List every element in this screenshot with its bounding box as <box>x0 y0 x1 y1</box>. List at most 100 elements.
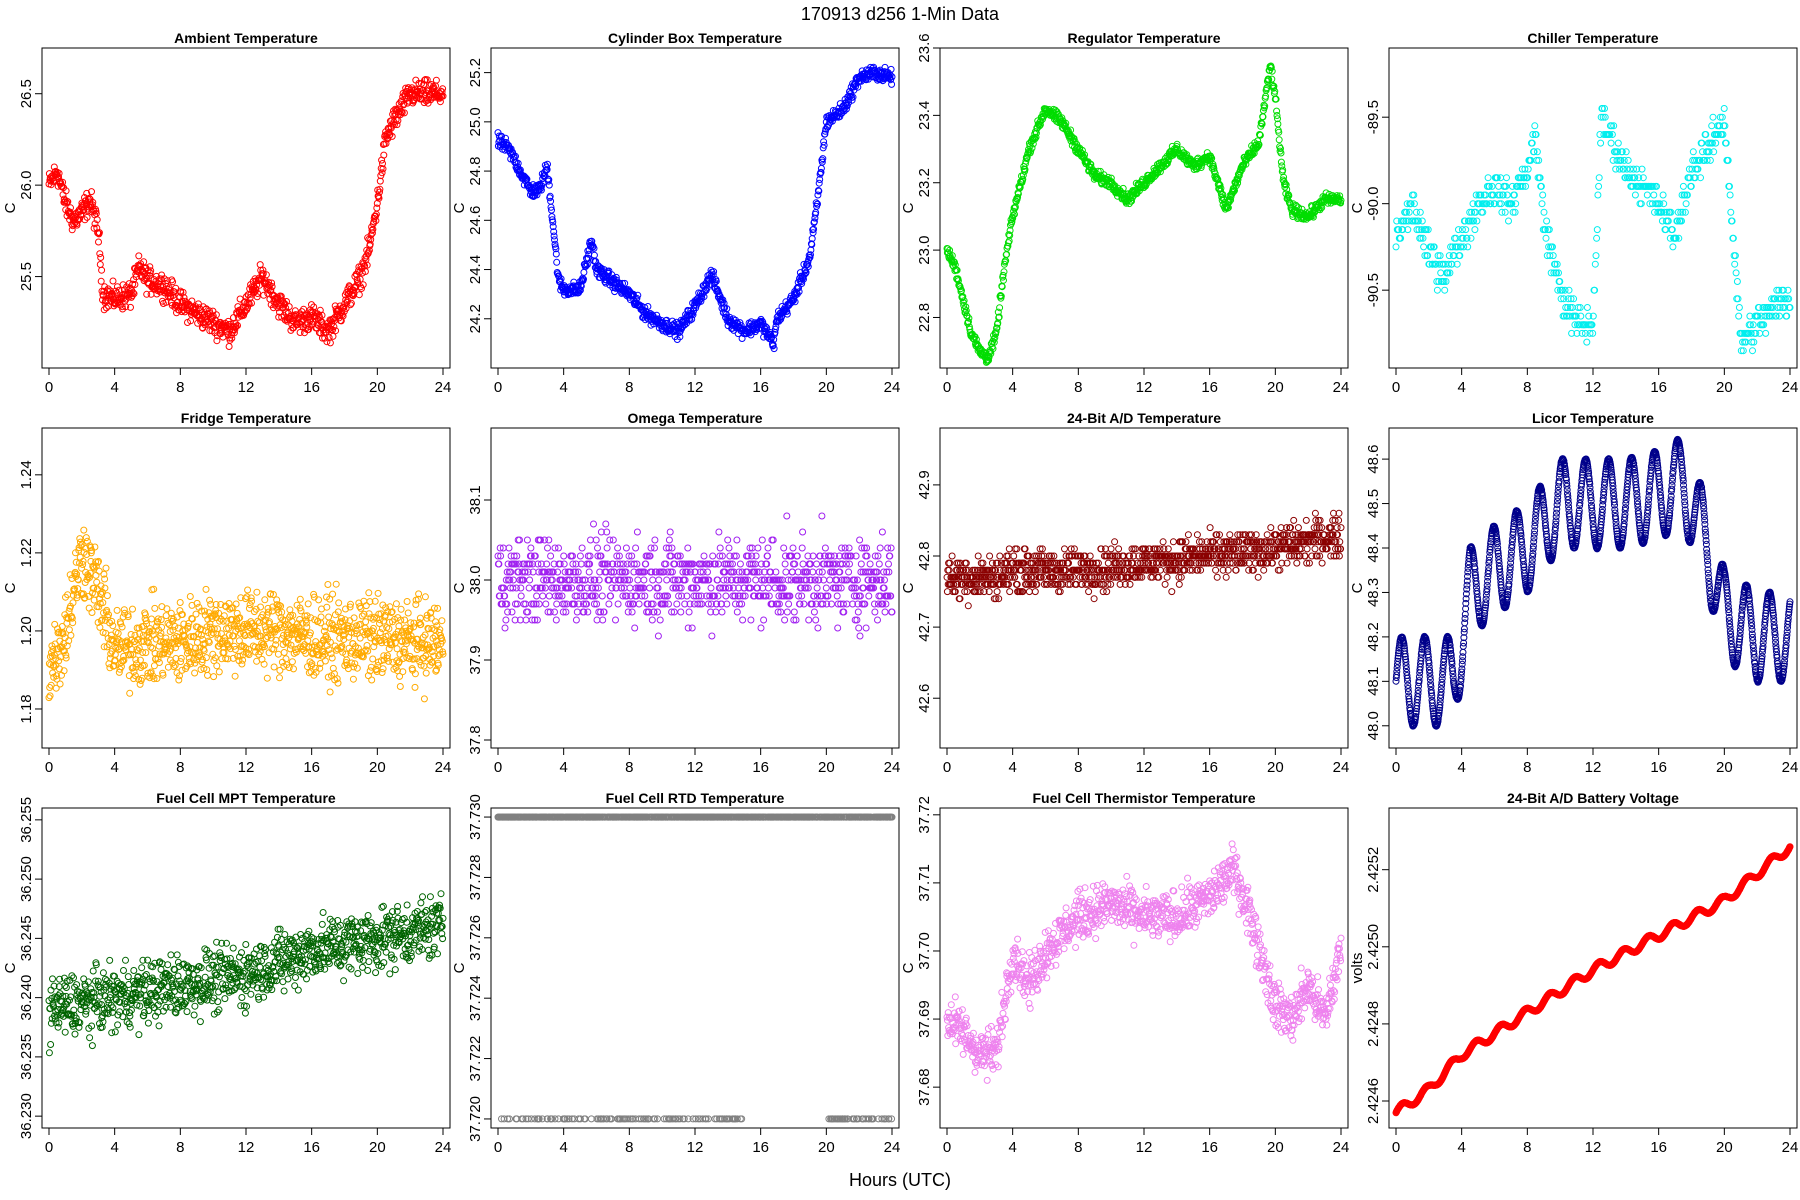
data-point <box>509 576 517 584</box>
data-point <box>1614 148 1622 156</box>
x-tick-label: 4 <box>110 759 118 776</box>
data-point <box>1760 321 1768 329</box>
data-point <box>1409 217 1417 225</box>
data-point <box>1418 226 1426 234</box>
data-point <box>617 576 625 584</box>
data-point <box>277 292 285 300</box>
data-point <box>589 592 597 600</box>
y-axis-label: C <box>451 202 468 213</box>
data-point <box>53 672 60 680</box>
data-point <box>271 625 279 633</box>
data-point <box>543 576 551 584</box>
data-point <box>288 631 296 639</box>
data-point <box>1593 234 1601 242</box>
data-point <box>329 332 337 340</box>
data-point <box>143 637 151 645</box>
data-point <box>324 326 332 334</box>
data-point <box>167 645 175 653</box>
data-point <box>162 298 170 306</box>
data-point <box>530 193 537 200</box>
data-point <box>140 638 148 645</box>
data-point <box>1576 321 1583 329</box>
data-point <box>515 560 523 568</box>
data-point <box>281 621 289 628</box>
data-point <box>97 277 105 285</box>
data-point <box>593 600 601 608</box>
data-point <box>1693 156 1701 164</box>
data-point <box>1273 112 1281 119</box>
data-point <box>215 668 223 676</box>
data-point <box>244 649 252 657</box>
data-point <box>1577 312 1585 320</box>
data-point <box>1566 304 1574 311</box>
data-point <box>1763 312 1771 320</box>
y-tick-label: 22.8 <box>916 303 933 332</box>
y-tick-label: 24.8 <box>467 156 484 185</box>
data-point <box>1650 191 1658 199</box>
data-point <box>100 306 108 314</box>
data-point <box>338 614 345 622</box>
data-point <box>1010 207 1018 215</box>
data-point <box>814 200 821 208</box>
data-point <box>1606 131 1614 138</box>
data-point <box>388 641 396 649</box>
data-point <box>1689 148 1697 156</box>
x-tick-label: 16 <box>1201 379 1218 396</box>
y-tick-label: 25.5 <box>18 262 35 291</box>
data-point <box>1622 148 1630 156</box>
data-point <box>105 611 112 619</box>
data-point <box>997 292 1004 299</box>
data-point <box>382 604 390 612</box>
data-point <box>329 326 337 334</box>
data-point <box>97 590 105 598</box>
data-point <box>502 616 510 624</box>
data-point <box>439 85 447 93</box>
x-tick-label: 16 <box>1650 379 1667 396</box>
data-point <box>158 623 166 631</box>
data-point <box>1571 321 1579 329</box>
data-point <box>109 622 117 630</box>
data-point <box>1529 131 1537 138</box>
y-tick-label: 23.6 <box>916 33 933 62</box>
data-point <box>276 674 283 682</box>
x-tick-label: 24 <box>435 759 452 776</box>
data-point <box>325 613 333 621</box>
data-point <box>1279 176 1287 184</box>
data-point <box>1546 252 1554 260</box>
x-tick-label: 12 <box>1585 379 1602 396</box>
data-point <box>645 608 653 616</box>
data-point <box>142 649 150 657</box>
data-point <box>1687 182 1695 190</box>
data-point <box>311 664 319 672</box>
panel-title: Ambient Temperature <box>174 30 318 46</box>
data-point <box>297 607 305 615</box>
data-point <box>376 188 383 196</box>
x-tick-label: 8 <box>625 379 633 396</box>
data-point <box>566 576 574 584</box>
data-point <box>600 608 608 616</box>
data-point <box>422 669 430 677</box>
data-point <box>266 618 273 626</box>
data-point <box>661 600 669 608</box>
data-point <box>144 669 152 677</box>
data-point <box>675 329 683 336</box>
data-point <box>245 604 253 612</box>
data-point <box>205 638 213 646</box>
data-point <box>1588 321 1596 329</box>
data-point <box>177 289 185 296</box>
data-point <box>198 656 206 664</box>
x-tick-label: 24 <box>435 379 452 396</box>
data-point <box>259 266 267 274</box>
data-point <box>171 622 179 630</box>
data-point <box>1663 208 1671 216</box>
data-point <box>648 616 656 624</box>
data-point <box>225 343 233 350</box>
data-point <box>586 552 594 560</box>
data-point <box>1174 146 1181 154</box>
data-point <box>529 560 537 568</box>
y-axis-label: C <box>2 202 19 213</box>
data-point <box>625 552 633 560</box>
data-point <box>78 564 86 572</box>
data-point <box>646 584 654 592</box>
data-point <box>665 544 673 552</box>
